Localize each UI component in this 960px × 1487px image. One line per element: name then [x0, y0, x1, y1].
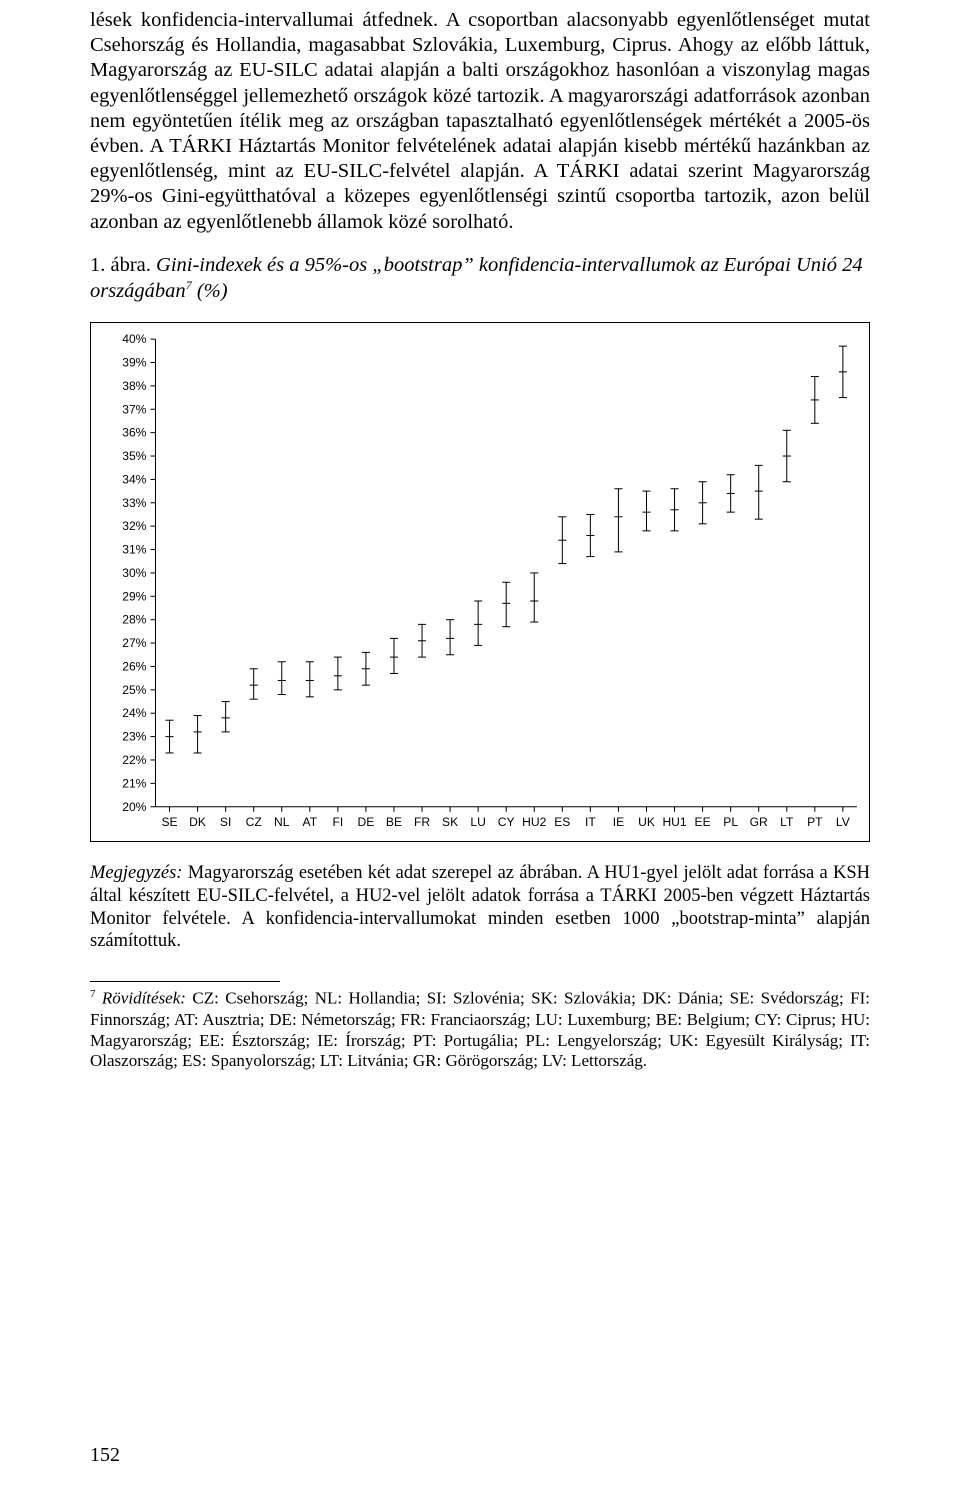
svg-text:DE: DE: [358, 815, 375, 829]
svg-text:40%: 40%: [122, 332, 146, 346]
svg-text:39%: 39%: [122, 356, 146, 370]
svg-text:PL: PL: [723, 815, 738, 829]
figure-note-lead: Megjegyzés:: [90, 863, 182, 883]
svg-text:31%: 31%: [122, 543, 146, 557]
svg-text:EE: EE: [695, 815, 711, 829]
svg-text:37%: 37%: [122, 402, 146, 416]
figure-caption: 1. ábra. Gini-indexek és a 95%-os „boots…: [90, 253, 870, 304]
svg-text:SI: SI: [220, 815, 231, 829]
svg-text:HU2: HU2: [522, 815, 546, 829]
footnote-lead: Rövidítések:: [96, 989, 186, 1008]
svg-text:BE: BE: [386, 815, 402, 829]
svg-text:NL: NL: [274, 815, 290, 829]
svg-text:LV: LV: [836, 815, 850, 829]
svg-text:34%: 34%: [122, 473, 146, 487]
svg-text:CY: CY: [498, 815, 515, 829]
svg-text:33%: 33%: [122, 496, 146, 510]
svg-text:DK: DK: [189, 815, 206, 829]
svg-text:UK: UK: [638, 815, 655, 829]
svg-text:38%: 38%: [122, 379, 146, 393]
svg-text:IT: IT: [585, 815, 596, 829]
svg-text:23%: 23%: [122, 730, 146, 744]
svg-text:27%: 27%: [122, 636, 146, 650]
svg-text:24%: 24%: [122, 706, 146, 720]
gini-chart: 20% 21% 22% 23% 24% 25% 26% 27% 28% 29% 30% 31% 32% 3…: [90, 322, 870, 842]
page-number: 152: [90, 1444, 870, 1467]
body-paragraph: lések konfidencia-intervallumai átfednek…: [90, 8, 870, 235]
svg-text:SK: SK: [442, 815, 458, 829]
svg-text:22%: 22%: [122, 753, 146, 767]
figure-note-body: Magyarország esetében két adat szerepel …: [90, 863, 870, 951]
svg-text:FR: FR: [414, 815, 430, 829]
svg-text:LU: LU: [470, 815, 485, 829]
footnote-body: CZ: Csehország; NL: Hollandia; SI: Szlov…: [90, 989, 870, 1071]
svg-text:30%: 30%: [122, 566, 146, 580]
svg-text:29%: 29%: [122, 589, 146, 603]
svg-text:AT: AT: [303, 815, 318, 829]
svg-text:21%: 21%: [122, 776, 146, 790]
svg-text:GR: GR: [750, 815, 768, 829]
svg-text:FI: FI: [332, 815, 343, 829]
figure-caption-lead: 1. ábra.: [90, 254, 156, 276]
svg-text:HU1: HU1: [662, 815, 686, 829]
svg-text:ES: ES: [554, 815, 570, 829]
figure-caption-tail: (%): [192, 280, 228, 302]
footnote-rule: [90, 981, 280, 982]
svg-text:20%: 20%: [122, 800, 146, 814]
svg-text:32%: 32%: [122, 519, 146, 533]
svg-text:SE: SE: [161, 815, 177, 829]
svg-text:28%: 28%: [122, 613, 146, 627]
svg-text:PT: PT: [807, 815, 823, 829]
svg-text:LT: LT: [780, 815, 794, 829]
svg-text:35%: 35%: [122, 449, 146, 463]
svg-text:36%: 36%: [122, 426, 146, 440]
svg-text:26%: 26%: [122, 660, 146, 674]
svg-text:IE: IE: [613, 815, 624, 829]
footnote: 7 Rövidítések: CZ: Csehország; NL: Holla…: [90, 988, 870, 1072]
svg-text:25%: 25%: [122, 683, 146, 697]
figure-note: Megjegyzés: Magyarország esetében két ad…: [90, 862, 870, 953]
svg-text:CZ: CZ: [246, 815, 262, 829]
